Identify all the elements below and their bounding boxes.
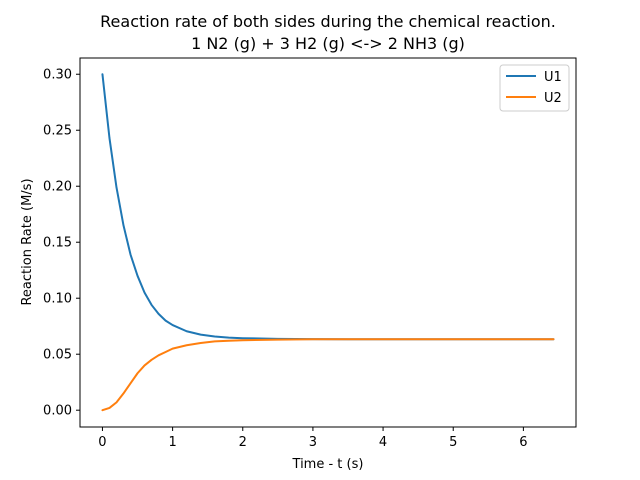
x-axis-label: Time - t (s) — [292, 457, 364, 472]
series-line-u1 — [101, 73, 555, 341]
y-axis-label: Reaction Rate (M/s) — [20, 178, 35, 305]
y-tick-label: 0.05 — [43, 348, 72, 363]
x-tick-label: 2 — [239, 435, 247, 450]
y-tick-label: 0.15 — [43, 236, 72, 251]
chart-subtitle: 1 N2 (g) + 3 H2 (g) <-> 2 NH3 (g) — [191, 34, 465, 53]
y-tick-label: 0.30 — [43, 68, 72, 83]
y-tick-label: 0.25 — [43, 124, 72, 139]
y-tick-label: 0.00 — [43, 404, 72, 419]
x-tick-label: 5 — [449, 435, 457, 450]
x-tick-label: 1 — [168, 435, 176, 450]
legend-label-u1: U1 — [544, 70, 562, 85]
x-tick-label: 0 — [98, 435, 106, 450]
y-tick-label: 0.20 — [43, 180, 72, 195]
chart-title: Reaction rate of both sides during the c… — [100, 12, 556, 31]
y-axis-ticks: 0.00 0.05 0.10 0.15 0.20 0.25 0.30 — [43, 68, 80, 419]
x-tick-label: 4 — [379, 435, 387, 450]
series-line-u2 — [101, 338, 555, 412]
plot-frame — [79, 57, 577, 428]
series-layer — [101, 73, 555, 412]
legend-label-u2: U2 — [544, 91, 562, 106]
x-axis-ticks: 0 1 2 3 4 5 6 — [98, 427, 528, 450]
x-tick-label: 6 — [519, 435, 527, 450]
y-tick-label: 0.10 — [43, 292, 72, 307]
x-tick-label: 3 — [309, 435, 317, 450]
legend: U1 U2 — [499, 64, 570, 112]
